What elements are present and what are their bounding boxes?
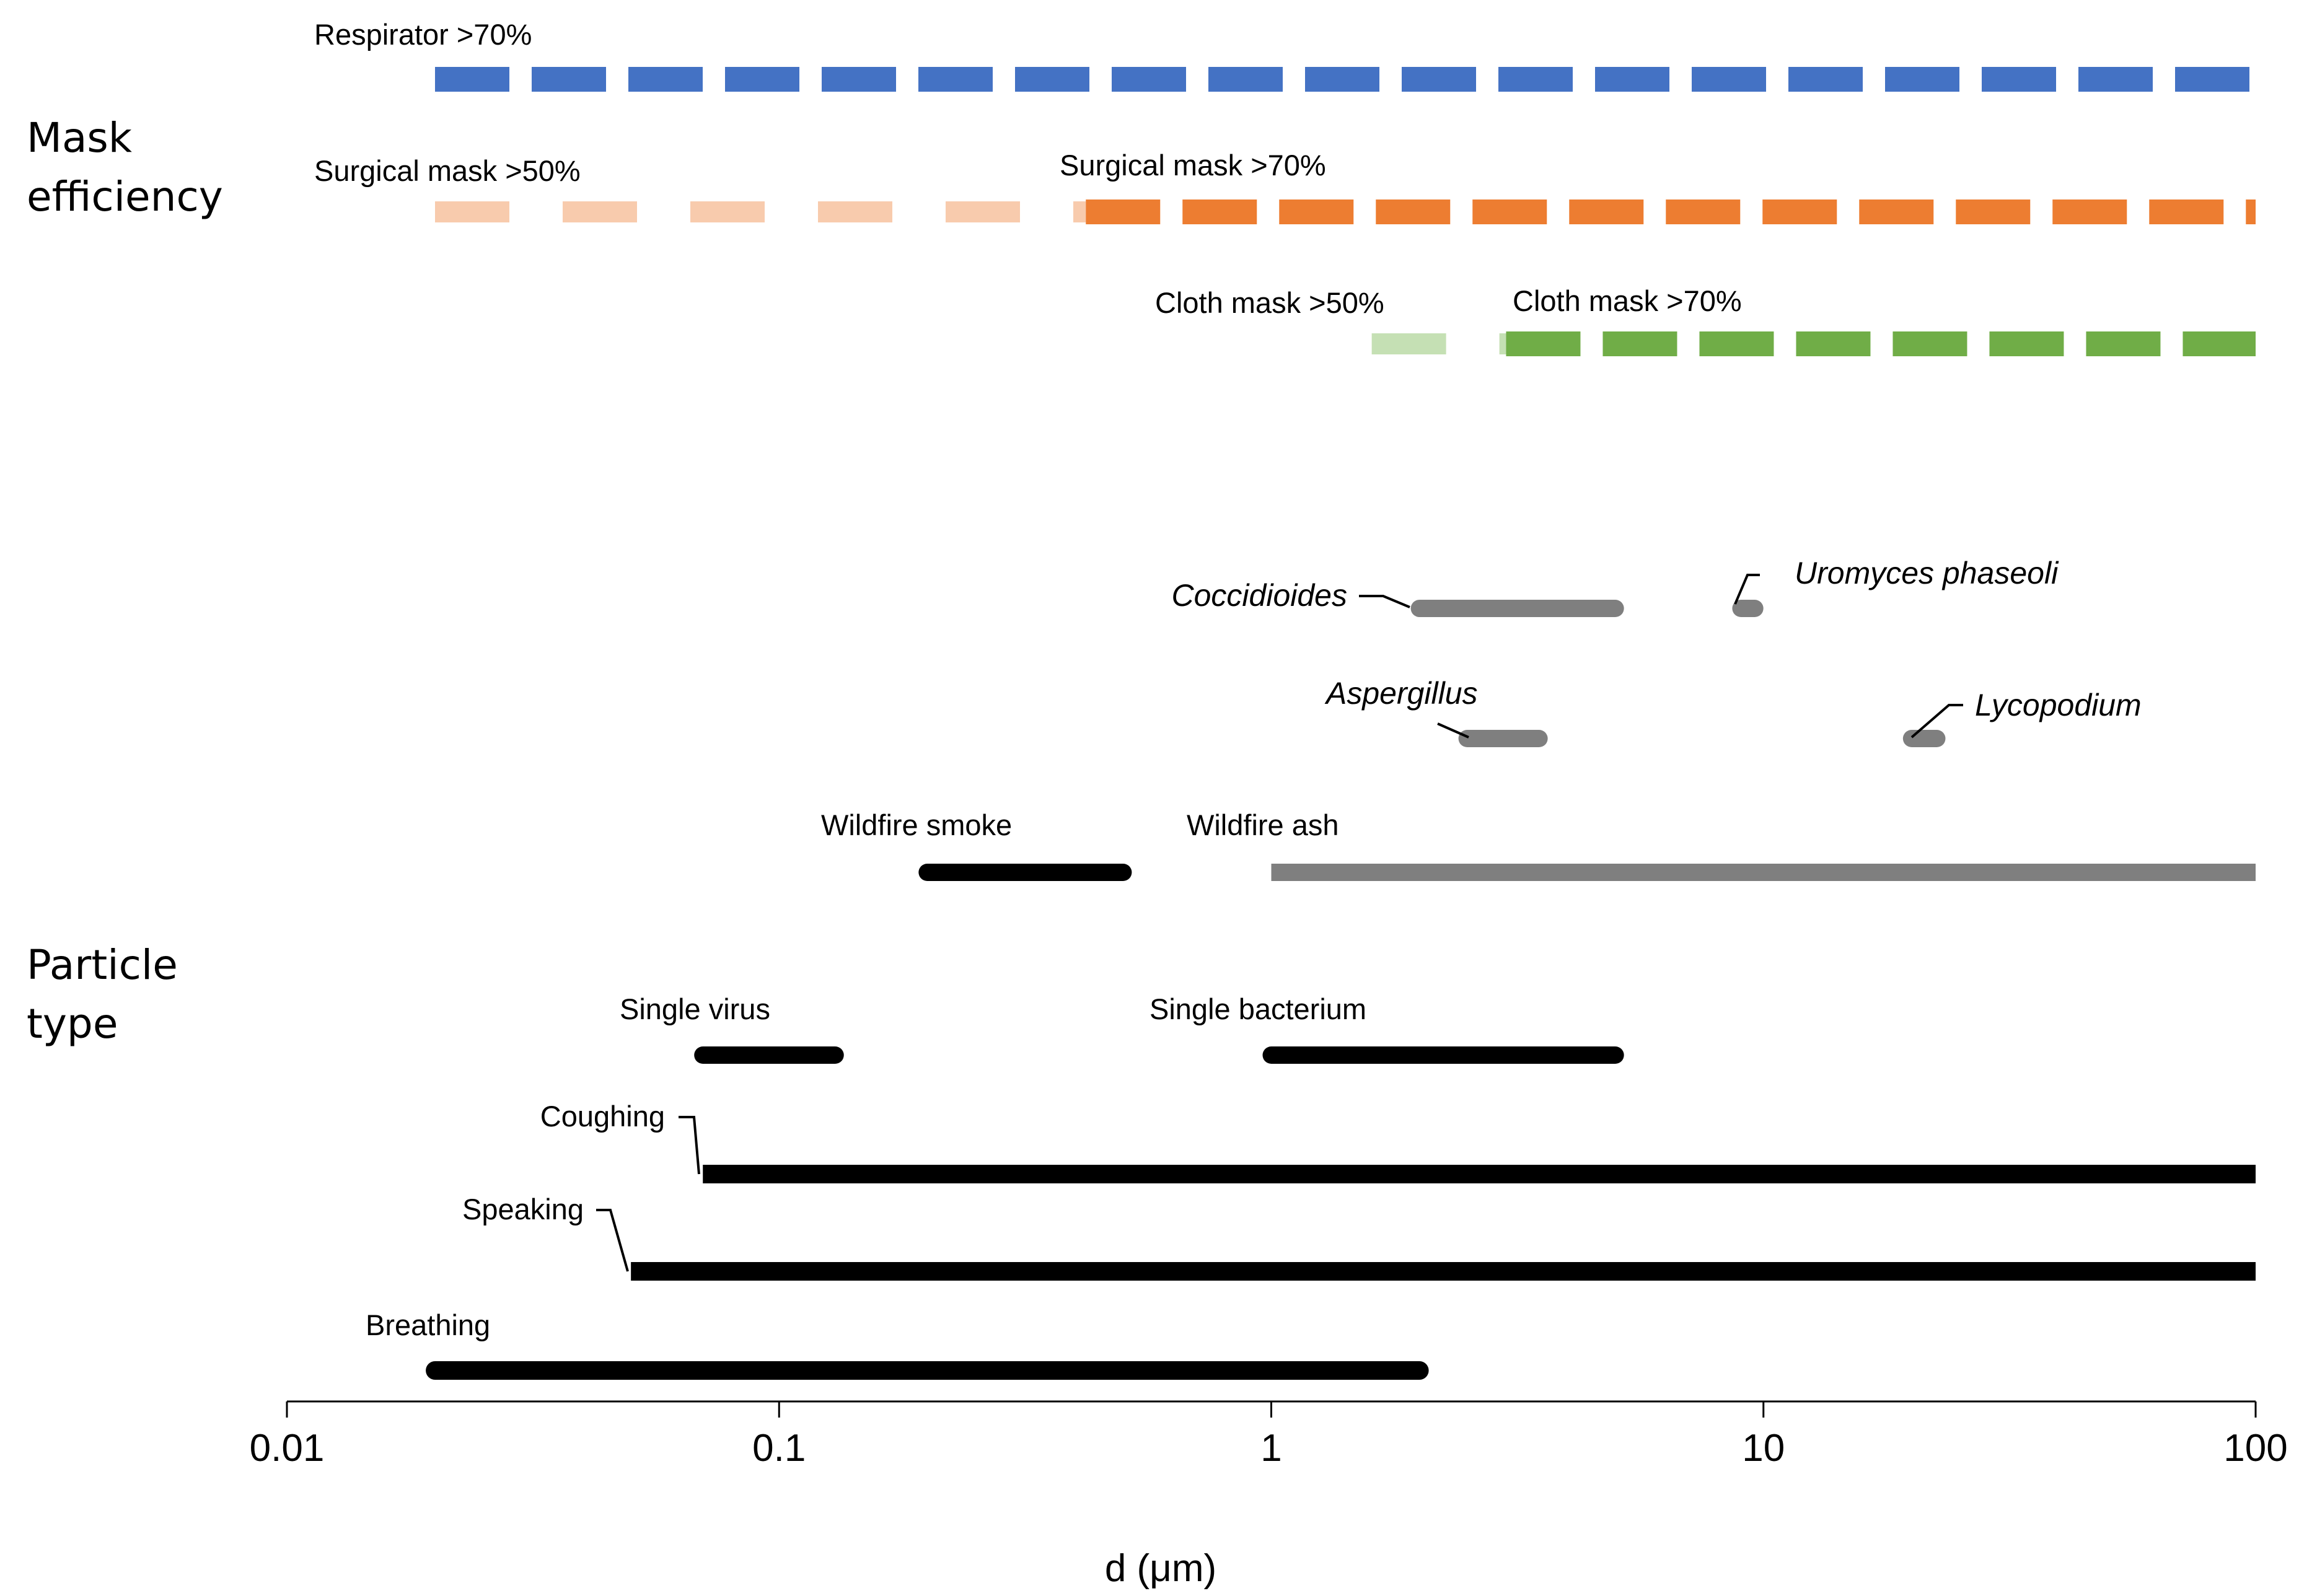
leader-line-lycopodium [1910,704,1963,739]
group-title-particle-line1: Particle [27,941,178,989]
leader-line-coughing [679,1116,700,1175]
x-tick-label: 0.1 [752,1427,806,1470]
particle-label-wildfire-smoke: Wildfire smoke [821,809,1012,841]
particle-label-breathing: Breathing [366,1309,490,1341]
particle-label-coughing: Coughing [540,1100,665,1133]
particle-label-lycopodium: Lycopodium [1975,688,2142,722]
labels-layer: Respirator >70% Surgical mask >50% Surgica… [27,18,2288,1590]
mask-label-surgical-70: Surgical mask >70% [1060,149,1326,182]
marks-layer [426,67,2256,1380]
x-tick-label: 100 [2223,1427,2287,1470]
particle-label-single-virus: Single virus [620,993,770,1025]
particle-label-speaking: Speaking [462,1193,584,1226]
leader-line-speaking [596,1209,629,1272]
group-title-mask-line2: efficiency [27,173,223,221]
leader-line-aspergillus [1437,722,1469,739]
group-title-particle-line2: type [27,1000,118,1048]
particle-label-coccidioides: Coccidioides [1172,578,1347,613]
mask-label-respirator-70: Respirator >70% [314,18,532,51]
x-tick-label: 1 [1260,1427,1281,1470]
particle-label-wildfire-ash: Wildfire ash [1187,809,1339,841]
x-tick-label: 0.01 [250,1427,325,1470]
leader-line-uromyces [1734,574,1760,605]
mask-label-surgical-50: Surgical mask >50% [314,154,581,187]
x-axis-title: d (μm) [1105,1547,1216,1590]
particle-label-aspergillus: Aspergillus [1324,676,1478,711]
particle-label-single-bacterium: Single bacterium [1150,993,1366,1025]
leader-line-coccidioides [1359,595,1410,608]
x-tick-label: 10 [1742,1427,1785,1470]
group-title-mask-line1: Mask [27,114,133,162]
particle-label-uromyces: Uromyces phaseoli [1795,556,2059,590]
x-axis [286,1400,2257,1418]
mask-label-cloth-70: Cloth mask >70% [1513,284,1742,317]
mask-label-cloth-50: Cloth mask >50% [1155,286,1384,319]
